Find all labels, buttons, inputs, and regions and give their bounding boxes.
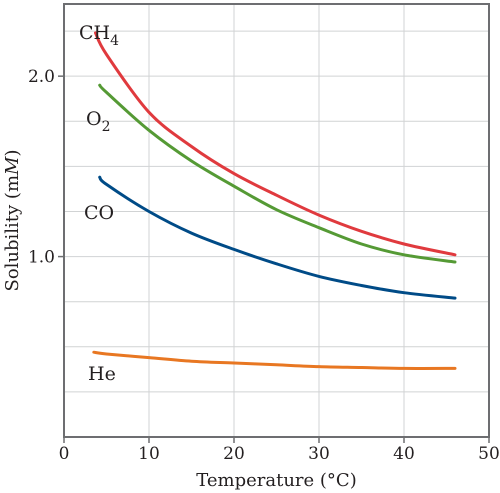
- y-axis-title: Solubility (mM): [2, 150, 23, 292]
- x-tick-label: 20: [223, 444, 245, 464]
- series-line-ch4: [94, 31, 457, 257]
- y-axis-title-prefix: Solubility (m: [2, 175, 23, 292]
- series-label-he: He: [88, 363, 116, 385]
- x-tick-label: 30: [308, 444, 330, 464]
- y-axis-title-italic: M: [2, 156, 23, 176]
- series-label-o2: O2: [86, 108, 111, 135]
- series-label-main: CO: [84, 202, 114, 224]
- x-axis-title: Temperature (°C): [196, 470, 356, 491]
- series-label-main: O: [86, 108, 102, 130]
- series-line-o2: [98, 83, 457, 264]
- y-tick-label: 1.0: [28, 248, 55, 268]
- ticks: 0 10 20 30 40 50 1.0 2.0: [28, 67, 500, 464]
- y-axis-title-suffix: ): [2, 150, 23, 157]
- series-lines: [92, 31, 457, 370]
- plot-frame: [63, 3, 490, 438]
- series-label-main: He: [88, 363, 116, 385]
- y-tick-label: 2.0: [28, 67, 55, 87]
- series-label-ch4: CH4: [79, 22, 119, 49]
- grid: [64, 4, 489, 437]
- series-labels: CH4 O2 CO He: [79, 22, 119, 385]
- x-tick-label: 10: [138, 444, 160, 464]
- series-label-main: CH: [79, 22, 110, 44]
- series-label-subscript: 4: [110, 33, 119, 49]
- series-line-he: [92, 350, 457, 370]
- x-tick-label: 40: [393, 444, 415, 464]
- series-label-co: CO: [84, 202, 114, 224]
- x-tick-label: 50: [478, 444, 500, 464]
- series-label-subscript: 2: [102, 119, 111, 135]
- series-line-co: [98, 175, 457, 300]
- x-tick-label: 0: [59, 444, 70, 464]
